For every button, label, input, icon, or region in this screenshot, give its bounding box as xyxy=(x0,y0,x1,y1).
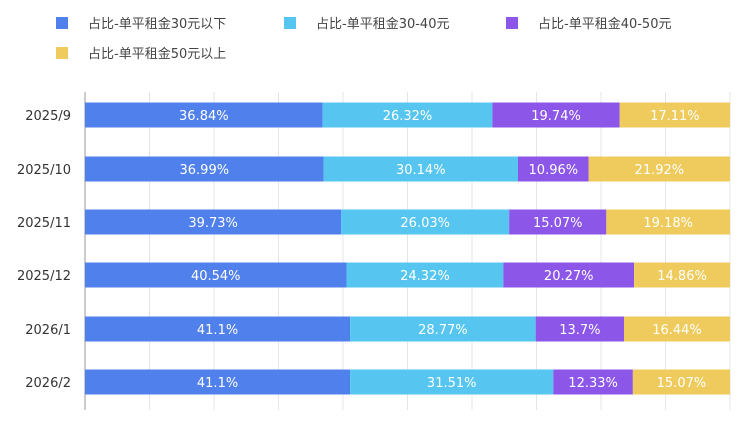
data-label: 17.11% xyxy=(650,109,700,124)
bar-segment xyxy=(553,369,633,395)
legend-label: 占比-单平租金50元以上 xyxy=(88,46,226,62)
data-label: 36.84% xyxy=(179,109,229,124)
bar-segment xyxy=(322,102,493,128)
data-label: 40.54% xyxy=(191,269,241,284)
category-label: 2026/2 xyxy=(25,376,71,391)
category-label: 2025/11 xyxy=(17,216,71,231)
bar-segment xyxy=(85,209,342,235)
bar-segment xyxy=(85,156,324,182)
data-label: 15.07% xyxy=(657,376,707,391)
data-label: 26.32% xyxy=(383,109,433,124)
bar-segment xyxy=(85,369,351,395)
data-label: 41.1% xyxy=(197,323,238,338)
data-label: 10.96% xyxy=(529,163,579,178)
bar-segment xyxy=(517,156,589,182)
data-label: 24.32% xyxy=(400,269,450,284)
data-label: 19.74% xyxy=(531,109,581,124)
bar-segment xyxy=(346,262,504,288)
category-label: 2025/10 xyxy=(17,163,71,178)
bar-segment xyxy=(606,209,730,235)
bars: 2025/9 36.84% 26.32% 19.74% 17.11% 2025/10 36.… xyxy=(17,102,730,395)
legend-swatch xyxy=(284,17,296,29)
bar-segment xyxy=(624,316,730,342)
data-label: 19.18% xyxy=(643,216,693,231)
data-label: 30.14% xyxy=(396,163,446,178)
data-label: 41.1% xyxy=(197,376,238,391)
category-label: 2026/1 xyxy=(25,323,71,338)
data-label: 26.03% xyxy=(400,216,450,231)
data-label: 14.86% xyxy=(657,269,707,284)
bar-segment xyxy=(85,316,351,342)
legend-label: 占比-单平租金30元以下 xyxy=(88,16,226,32)
data-label: 36.99% xyxy=(180,163,230,178)
legend-swatch xyxy=(56,47,68,59)
bar-segment xyxy=(509,209,607,235)
bar-segment xyxy=(619,102,730,128)
data-label: 12.33% xyxy=(568,376,618,391)
category-label: 2025/12 xyxy=(17,269,71,284)
bar-segment xyxy=(350,316,536,342)
bar-segment xyxy=(341,209,510,235)
category-label: 2025/9 xyxy=(25,109,71,124)
legend: 占比-单平租金30元以下 占比-单平租金30-40元 占比-单平租金40-50元占比… xyxy=(56,16,671,62)
bar-segment xyxy=(85,102,323,128)
data-label: 31.51% xyxy=(427,376,477,391)
bar-segment xyxy=(492,102,620,128)
data-label: 28.77% xyxy=(418,323,468,338)
bar-segment xyxy=(634,262,730,288)
bar-segment xyxy=(588,156,730,182)
data-label: 16.44% xyxy=(652,323,702,338)
legend-swatch xyxy=(56,17,68,29)
legend-label: 占比-单平租金40-50元 xyxy=(538,16,671,32)
bar-segment xyxy=(535,316,625,342)
data-label: 13.7% xyxy=(559,323,600,338)
data-label: 39.73% xyxy=(188,216,238,231)
bar-segment xyxy=(85,262,347,288)
data-label: 20.27% xyxy=(544,269,594,284)
data-label: 21.92% xyxy=(635,163,685,178)
bar-segment xyxy=(350,369,554,395)
bar-segment xyxy=(323,156,518,182)
legend-label: 占比-单平租金30-40元 xyxy=(316,16,449,32)
bar-segment xyxy=(503,262,635,288)
grid xyxy=(84,92,731,410)
bar-segment xyxy=(632,369,730,395)
data-label: 15.07% xyxy=(533,216,583,231)
legend-swatch xyxy=(506,17,518,29)
